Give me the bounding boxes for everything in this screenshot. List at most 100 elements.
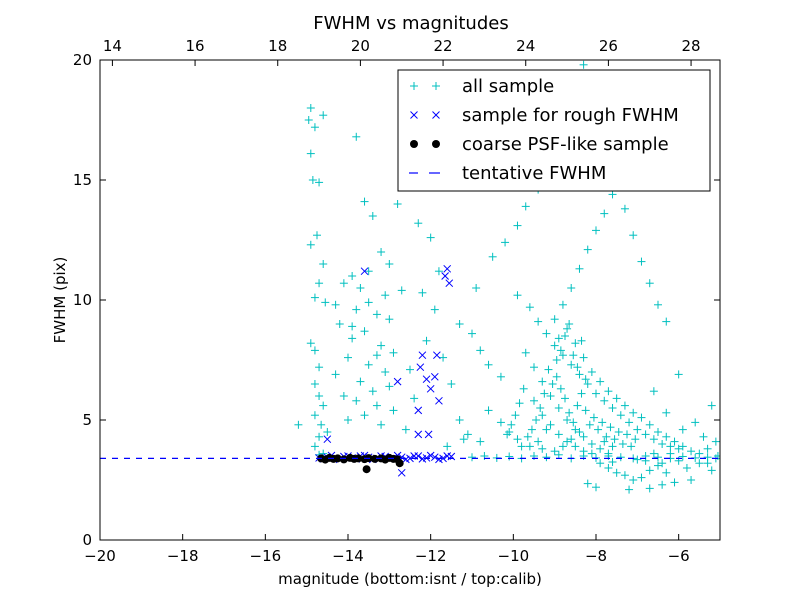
all-sample-point — [538, 411, 547, 420]
all-sample-point — [496, 372, 505, 381]
legend-label: all sample — [462, 76, 554, 97]
all-sample-point — [666, 449, 675, 458]
all-sample-point — [339, 392, 348, 400]
all-sample-point — [633, 425, 642, 434]
legend-marker — [432, 82, 440, 90]
all-sample-point — [670, 437, 679, 446]
x-tick-label: −6 — [668, 547, 690, 565]
all-sample-point — [381, 368, 390, 376]
all-sample-point — [569, 418, 578, 427]
all-sample-point — [674, 444, 683, 453]
top-tick-label: 26 — [599, 37, 618, 55]
all-sample-point — [600, 437, 609, 446]
all-sample-point — [368, 387, 377, 396]
all-sample-point — [563, 416, 572, 424]
all-sample-point — [662, 408, 671, 417]
rough-fwhm-point — [418, 351, 427, 360]
all-sample-point — [649, 435, 658, 444]
all-sample-point — [645, 466, 654, 475]
all-sample-point — [571, 442, 580, 451]
rough-fwhm-point — [414, 406, 423, 415]
top-tick-label: 28 — [682, 37, 701, 55]
all-sample-point — [356, 377, 365, 386]
all-sample-point — [687, 447, 696, 456]
all-sample-point — [364, 298, 373, 307]
all-sample-point — [567, 284, 576, 292]
all-sample-point — [600, 396, 609, 405]
all-sample-point — [662, 468, 671, 477]
all-sample-point — [577, 336, 586, 345]
all-sample-point — [459, 435, 468, 444]
all-sample-point — [707, 401, 716, 410]
rough-fwhm-point — [424, 430, 433, 439]
all-sample-point — [306, 240, 315, 249]
all-sample-point — [658, 440, 667, 448]
all-sample-point — [618, 440, 627, 448]
all-sample-point — [381, 291, 390, 300]
all-sample-point — [344, 353, 352, 362]
all-sample-point — [682, 464, 691, 472]
all-sample-point — [581, 406, 590, 415]
top-tick-label: 16 — [186, 37, 205, 55]
legend-marker — [432, 140, 440, 148]
all-sample-point — [552, 356, 561, 364]
all-sample-point — [348, 272, 357, 280]
legend-marker — [410, 111, 418, 119]
all-sample-point — [641, 430, 650, 439]
all-sample-point — [606, 423, 615, 432]
all-sample-point — [556, 346, 565, 355]
all-sample-point — [550, 341, 559, 350]
all-sample-point — [519, 384, 528, 393]
all-sample-point — [678, 425, 687, 434]
all-sample-point — [654, 453, 662, 462]
y-tick-label: 15 — [73, 171, 92, 189]
all-sample-point — [315, 363, 324, 372]
all-sample-point — [579, 432, 588, 441]
x-tick-label: −12 — [415, 547, 447, 565]
chart-title: FWHM vs magnitudes — [313, 13, 508, 34]
all-sample-point — [463, 430, 472, 439]
legend-label: coarse PSF-like sample — [462, 134, 669, 155]
all-sample-point — [583, 245, 592, 254]
all-sample-point — [602, 432, 611, 441]
all-sample-point — [443, 442, 452, 451]
all-sample-point — [699, 432, 708, 441]
all-sample-point — [513, 291, 522, 300]
all-sample-point — [455, 320, 464, 328]
all-sample-point — [637, 413, 646, 422]
rough-fwhm-point — [418, 455, 427, 463]
all-sample-point — [625, 485, 634, 494]
all-sample-point — [556, 384, 565, 393]
all-sample-point — [364, 360, 373, 369]
all-sample-point — [538, 377, 547, 386]
all-sample-point — [360, 197, 369, 206]
x-tick-label: −18 — [167, 547, 199, 565]
all-sample-point — [594, 425, 603, 434]
x-tick-label: −20 — [84, 547, 116, 565]
all-sample-point — [308, 176, 317, 184]
y-tick-label: 10 — [73, 291, 92, 309]
all-sample-point — [315, 279, 324, 288]
all-sample-point — [548, 380, 557, 388]
all-sample-point — [620, 471, 629, 480]
all-sample-point — [561, 332, 569, 340]
all-sample-point — [315, 178, 324, 187]
all-sample-point — [385, 382, 394, 391]
all-sample-point — [306, 104, 315, 112]
all-sample-point — [534, 317, 543, 326]
all-sample-point — [542, 425, 551, 434]
all-sample-point — [468, 453, 476, 462]
all-sample-point — [532, 416, 541, 424]
all-sample-point — [645, 279, 654, 288]
rough-fwhm-point — [426, 384, 435, 393]
all-sample-point — [707, 466, 716, 475]
all-sample-point — [507, 420, 516, 429]
all-sample-point — [596, 459, 605, 468]
all-sample-point — [331, 300, 340, 309]
x-tick-label: −16 — [250, 547, 282, 565]
rough-fwhm-point — [441, 272, 449, 280]
all-sample-point — [565, 408, 574, 417]
all-sample-point — [546, 392, 555, 400]
plot-area — [100, 60, 720, 494]
all-sample-point — [583, 479, 592, 488]
